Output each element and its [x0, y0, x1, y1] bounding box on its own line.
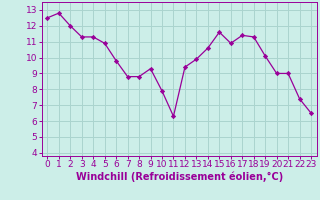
X-axis label: Windchill (Refroidissement éolien,°C): Windchill (Refroidissement éolien,°C)	[76, 172, 283, 182]
